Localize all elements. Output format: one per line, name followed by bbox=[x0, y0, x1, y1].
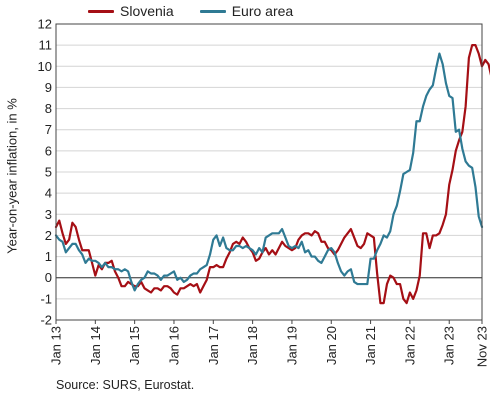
x-tick-label: Jan 14 bbox=[88, 326, 103, 365]
legend-label-slovenia: Slovenia bbox=[120, 3, 174, 19]
source-note: Source: SURS, Eurostat. bbox=[56, 378, 195, 392]
y-tick-label: 12 bbox=[38, 17, 52, 32]
x-tick-label: Jan 13 bbox=[49, 326, 64, 365]
x-tick-label: Jan 22 bbox=[402, 326, 417, 365]
legend: Slovenia Euro area bbox=[88, 0, 293, 22]
plot-border bbox=[55, 23, 483, 321]
y-tick-label: 10 bbox=[38, 59, 52, 74]
x-tick-label: Jan 16 bbox=[166, 326, 181, 365]
y-tick-label: 6 bbox=[45, 143, 52, 158]
y-axis-label-text: Year-on-year inflation, in % bbox=[4, 98, 20, 254]
y-tick-label: 4 bbox=[45, 186, 52, 201]
series-line-slovenia bbox=[54, 44, 490, 305]
plot-frame bbox=[55, 23, 483, 321]
y-tick-label: 3 bbox=[45, 207, 52, 222]
legend-label-euro-area: Euro area bbox=[231, 3, 294, 19]
x-tick-label: Jan 15 bbox=[127, 326, 142, 365]
y-tick-label: -1 bbox=[40, 291, 52, 306]
series-line-euro-area bbox=[54, 52, 484, 292]
gridlines bbox=[56, 23, 482, 321]
x-tick-label: Jan 21 bbox=[363, 326, 378, 365]
x-tick-label: Jan 19 bbox=[284, 326, 299, 365]
x-tick-label: Jan 20 bbox=[324, 326, 339, 365]
series-lines bbox=[54, 44, 490, 305]
x-tick-label: Nov 23 bbox=[475, 326, 490, 367]
x-tick-label: Jan 17 bbox=[206, 326, 221, 365]
y-tick-label: 7 bbox=[45, 122, 52, 137]
legend-item-slovenia: Slovenia bbox=[88, 3, 174, 19]
x-tick-label: Jan 23 bbox=[442, 326, 457, 365]
y-tick-label: 5 bbox=[45, 165, 52, 180]
y-tick-label: 9 bbox=[45, 80, 52, 95]
legend-swatch-slovenia bbox=[88, 9, 114, 13]
legend-swatch-euro-area bbox=[199, 9, 226, 13]
y-tick-label: 1 bbox=[45, 249, 52, 264]
y-tick-label: 11 bbox=[39, 38, 53, 53]
legend-item-euro-area: Euro area bbox=[199, 3, 294, 19]
x-ticks: Jan 13 Jan 14 Jan 15 Jan 16 Jan 17 Jan 18 Jan … bbox=[49, 320, 490, 367]
x-tick-label: Jan 18 bbox=[245, 326, 260, 365]
y-tick-label: 0 bbox=[45, 270, 52, 285]
y-tick-label: 8 bbox=[45, 101, 52, 116]
y-tick-label: -2 bbox=[40, 313, 52, 328]
y-tick-label: 2 bbox=[45, 228, 52, 243]
